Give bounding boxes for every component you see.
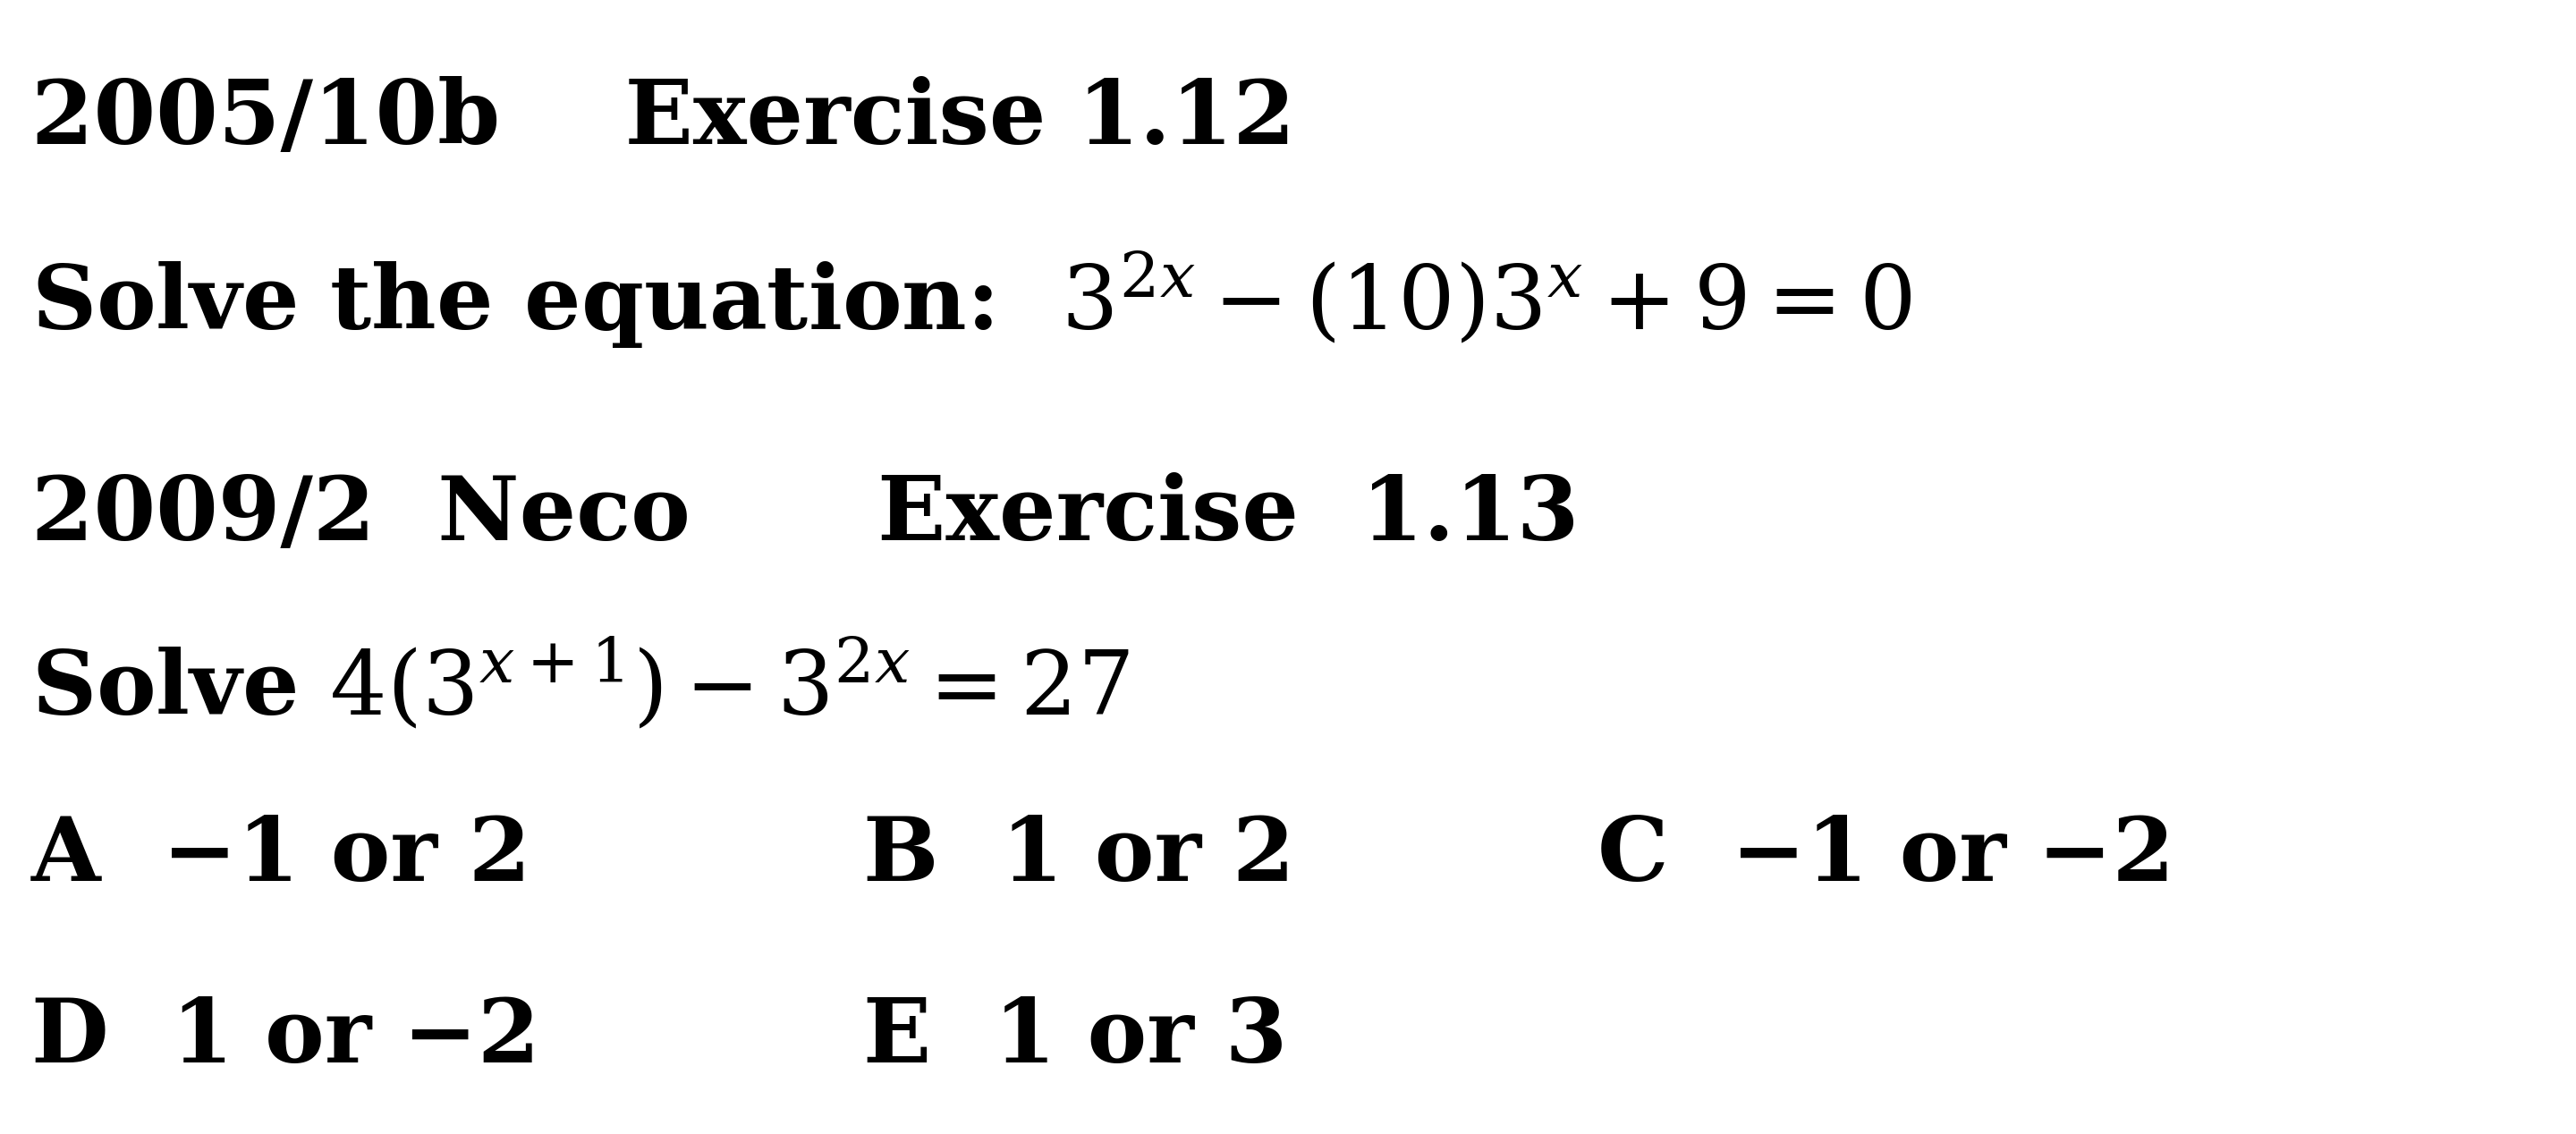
Text: D  1 or −2: D 1 or −2 (31, 995, 538, 1081)
Text: Solve the equation:  $3^{2x}-(10)3^{x}+9=0$: Solve the equation: $3^{2x}-(10)3^{x}+9=… (31, 249, 1911, 352)
Text: E  1 or 3: E 1 or 3 (863, 995, 1288, 1081)
Text: A  −1 or 2: A −1 or 2 (31, 813, 531, 899)
Text: C  −1 or −2: C −1 or −2 (1597, 813, 2174, 899)
Text: B  1 or 2: B 1 or 2 (863, 813, 1296, 899)
Text: 2005/10b    Exercise 1.12: 2005/10b Exercise 1.12 (31, 76, 1296, 162)
Text: Solve $4(3^{x+1})-3^{2x}=27$: Solve $4(3^{x+1})-3^{2x}=27$ (31, 638, 1128, 734)
Text: 2009/2  Neco      Exercise  1.13: 2009/2 Neco Exercise 1.13 (31, 473, 1579, 559)
